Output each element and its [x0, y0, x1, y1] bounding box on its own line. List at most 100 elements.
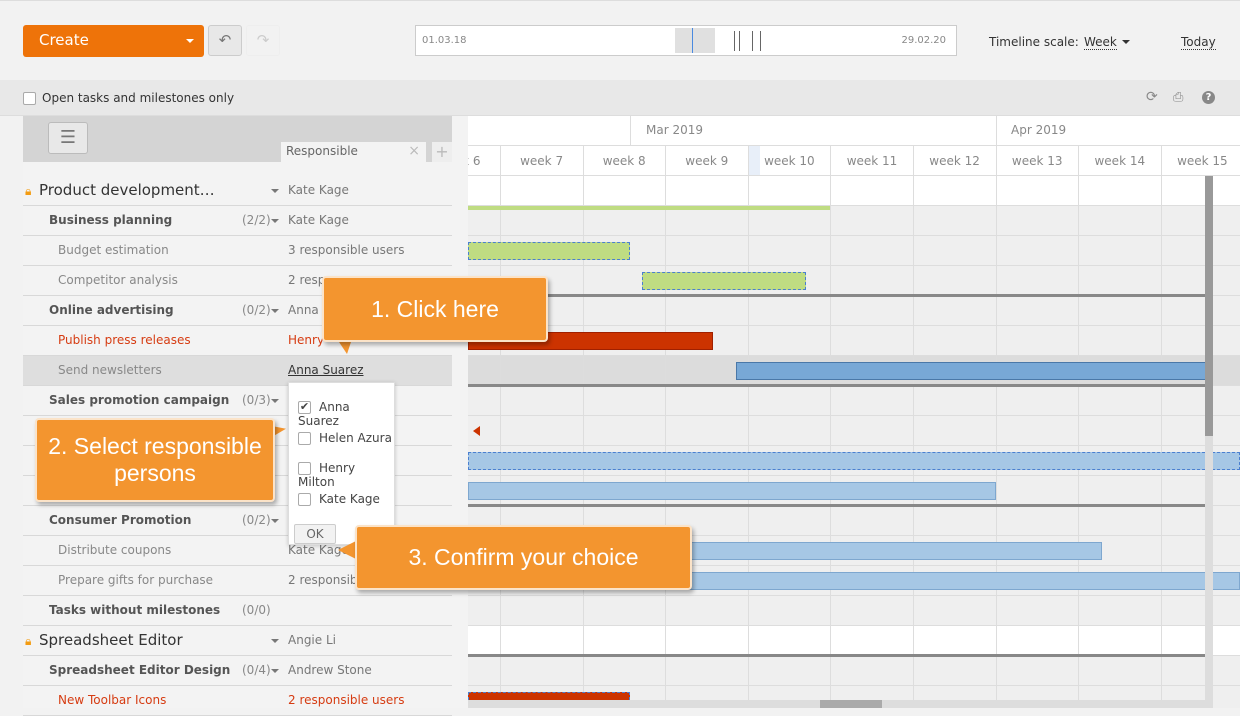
task-name[interactable]: Publish press releases — [58, 333, 191, 347]
task-name[interactable]: Business planning — [49, 213, 173, 227]
task-name[interactable]: Consumer Promotion — [49, 513, 192, 527]
task-row[interactable]: Business planning (2/2) Kate Kage — [23, 206, 452, 236]
responsible-option[interactable]: ✔ Anna Suarez — [298, 400, 350, 428]
today-link[interactable]: Today — [1181, 35, 1216, 50]
task-row[interactable]: Send newsletters Anna Suarez — [23, 356, 452, 386]
responsible-cell[interactable]: Kate Kage — [288, 183, 349, 197]
task-row[interactable]: 🔒︎ Product development… Kate Kage — [23, 176, 452, 206]
responsible-popup: ✔ Anna Suarez Helen Azura Henry Milton Kate … — [288, 382, 395, 545]
task-row[interactable]: Budget estimation 3 responsible users — [23, 236, 452, 266]
milestone-bar[interactable] — [468, 206, 830, 210]
print-icon[interactable]: ⎙ — [1173, 90, 1184, 105]
task-row[interactable]: Spreadsheet Editor Design (0/4) Andrew Sto… — [23, 656, 452, 686]
task-row[interactable]: Publish press releases Henry — [23, 326, 452, 356]
task-row[interactable]: Sales promotion campaign (0/3) — [23, 386, 452, 416]
responsible-cell[interactable]: 2 resp — [288, 273, 326, 287]
task-name[interactable]: Online advertising — [49, 303, 174, 317]
task-bar[interactable] — [642, 272, 806, 290]
responsible-cell[interactable]: Anna Suarez — [288, 363, 364, 377]
chevron-down-icon[interactable] — [271, 519, 279, 527]
task-bar[interactable] — [468, 242, 630, 260]
option-checkbox[interactable] — [298, 431, 311, 445]
task-name[interactable]: Prepare gifts for purchase — [58, 573, 214, 587]
responsible-option[interactable]: Kate Kage — [298, 492, 380, 506]
vertical-scrollbar[interactable] — [1205, 176, 1213, 701]
grid-line — [913, 146, 914, 708]
task-name[interactable]: Budget estimation — [58, 243, 169, 257]
chevron-down-icon[interactable] — [271, 639, 279, 647]
task-name[interactable]: Spreadsheet Editor Design — [49, 663, 231, 677]
open-only-checkbox[interactable] — [23, 92, 36, 105]
responsible-cell[interactable]: Kate Kage — [288, 213, 349, 227]
chevron-down-icon[interactable] — [271, 669, 279, 677]
responsible-option[interactable]: Helen Azura — [298, 431, 392, 445]
refresh-icon[interactable]: ⟳ — [1146, 89, 1158, 105]
horizontal-scrollbar[interactable] — [468, 700, 1213, 708]
task-name[interactable]: Distribute coupons — [58, 543, 172, 557]
gantt-row — [468, 296, 1240, 326]
task-bar[interactable] — [468, 482, 996, 500]
panel-splitter[interactable] — [452, 116, 468, 708]
responsible-column-header[interactable]: Responsible × — [281, 142, 426, 162]
menu-button[interactable]: ☰ — [48, 122, 88, 154]
task-bar[interactable] — [468, 452, 1240, 470]
milestone-line[interactable] — [468, 294, 1213, 297]
task-bar[interactable] — [736, 362, 1207, 380]
redo-button[interactable]: ↷ — [246, 25, 280, 56]
callout-pointer — [338, 540, 358, 560]
option-checkbox[interactable]: ✔ — [298, 400, 311, 414]
open-only-label: Open tasks and milestones only — [42, 91, 235, 105]
help-icon[interactable]: ? — [1202, 91, 1215, 104]
task-name[interactable]: Competitor analysis — [58, 273, 178, 287]
task-name[interactable]: Tasks without milestones — [49, 603, 221, 617]
milestone-line[interactable] — [468, 384, 1213, 387]
ok-button[interactable]: OK — [294, 524, 336, 544]
chevron-down-icon[interactable] — [271, 309, 279, 317]
range-end-date: 29.02.20 — [901, 35, 946, 46]
undo-button[interactable]: ↶ — [208, 25, 242, 56]
task-name[interactable]: Send newsletters — [58, 363, 162, 377]
plus-icon: + — [435, 142, 449, 161]
task-name[interactable]: New Toolbar Icons — [58, 693, 167, 707]
option-checkbox[interactable] — [298, 462, 311, 475]
task-name[interactable]: Sales promotion campaign — [49, 393, 230, 407]
task-row[interactable]: Distribute coupons Kate Kage — [23, 536, 452, 566]
task-row[interactable]: 🔒︎ Spreadsheet Editor Angie Li — [23, 626, 452, 656]
chevron-down-icon — [1122, 40, 1130, 48]
responsible-cell[interactable]: 2 responsible users — [288, 693, 405, 707]
task-row[interactable] — [23, 476, 452, 506]
task-row[interactable]: Prepare gifts for purchase 2 responsib — [23, 566, 452, 596]
create-button[interactable]: Create — [23, 25, 204, 57]
responsible-cell[interactable]: Andrew Stone — [288, 663, 372, 677]
responsible-cell[interactable]: Anna — [288, 303, 319, 317]
task-row[interactable]: New Toolbar Icons 2 responsible users — [23, 686, 452, 716]
milestone-line[interactable] — [468, 654, 1213, 657]
chevron-down-icon[interactable] — [271, 399, 279, 407]
gantt-row — [468, 206, 1240, 236]
timeline-scale-select[interactable]: Week — [1084, 35, 1117, 50]
responsible-cell[interactable]: 3 responsible users — [288, 243, 405, 257]
task-count: (0/4) — [242, 663, 271, 677]
chevron-down-icon[interactable] — [271, 189, 279, 197]
responsible-option[interactable]: Henry Milton — [298, 461, 356, 489]
grid-line — [995, 146, 997, 708]
add-column-button[interactable]: + — [432, 142, 452, 162]
chevron-down-icon[interactable] — [271, 219, 279, 227]
task-row[interactable]: Competitor analysis 2 resp — [23, 266, 452, 296]
timeline-range-slider[interactable]: 01.03.18 29.02.20 — [415, 25, 957, 56]
task-row[interactable]: Tasks without milestones (0/0) — [23, 596, 452, 626]
grid-line — [1078, 146, 1080, 708]
responsible-cell[interactable]: Angie Li — [288, 633, 336, 647]
milestone-line[interactable] — [468, 504, 1213, 507]
task-name[interactable]: Spreadsheet Editor — [39, 631, 183, 649]
close-icon[interactable]: × — [408, 143, 420, 159]
task-row[interactable]: Online advertising (0/2) Anna — [23, 296, 452, 326]
gantt-row — [468, 176, 1240, 206]
range-handle[interactable] — [675, 28, 715, 53]
responsible-cell[interactable]: Kate Kage — [288, 543, 349, 557]
task-row[interactable]: Consumer Promotion (0/2) — [23, 506, 452, 536]
option-checkbox[interactable] — [298, 492, 311, 506]
responsible-cell[interactable]: 2 responsib — [288, 573, 358, 587]
task-name[interactable]: Product development… — [39, 181, 215, 199]
responsible-cell[interactable]: Henry — [288, 333, 325, 347]
